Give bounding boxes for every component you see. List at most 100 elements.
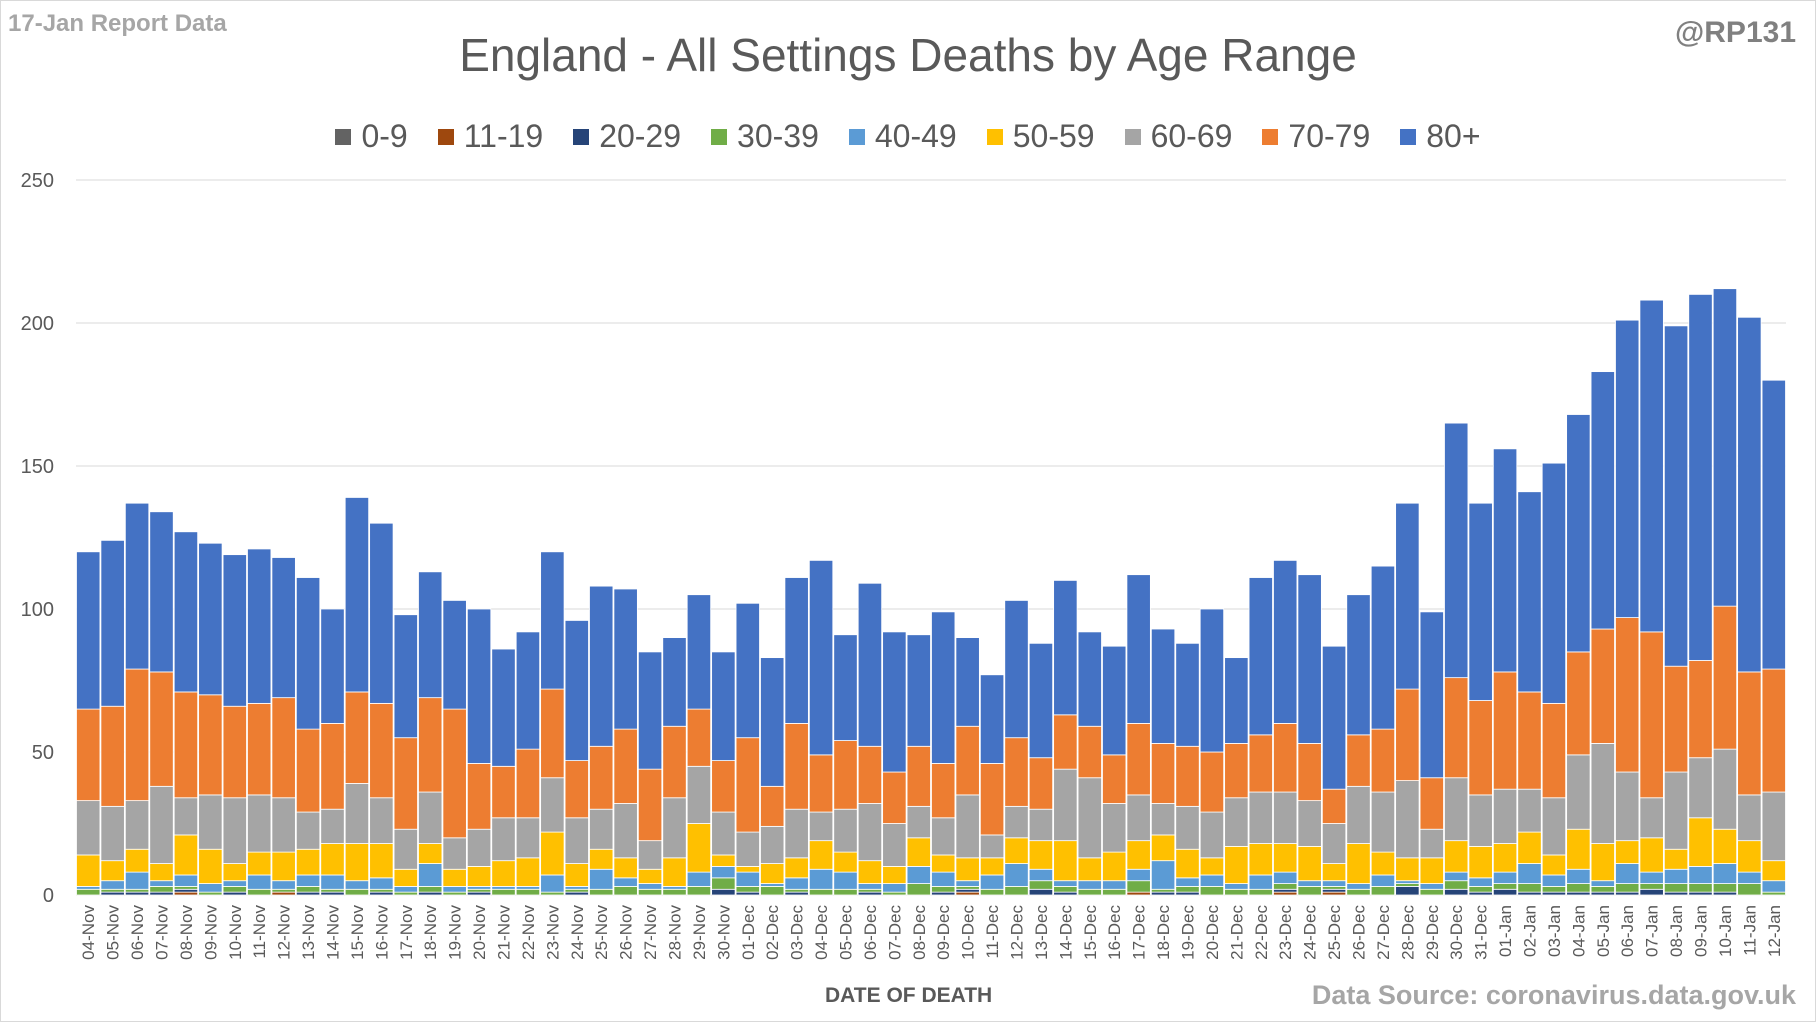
bar-segment [1395, 688, 1420, 782]
bar-segment [906, 634, 931, 747]
bar-segment [1297, 845, 1322, 882]
bar-segment [1028, 880, 1054, 890]
bar-segment [1615, 771, 1640, 842]
bar-segment [1028, 642, 1054, 759]
bar-segment [247, 548, 272, 704]
bar-segment [833, 634, 858, 741]
bar-segment [711, 866, 736, 879]
bar-segment [662, 886, 687, 890]
bar-segment [198, 891, 223, 896]
bar-segment [320, 891, 345, 896]
bar-segment [1541, 874, 1567, 887]
x-tick-label: 25-Dec [1325, 905, 1344, 960]
x-tick-label: 06-Jan [1618, 905, 1637, 957]
bar-segment [1639, 299, 1664, 633]
bar-segment [222, 891, 247, 896]
bar-segment [1273, 891, 1298, 896]
bar-segment [369, 522, 394, 704]
bar-segment [1712, 748, 1738, 830]
bar-segment [344, 497, 370, 693]
bar-segment [1004, 600, 1029, 739]
bar-segment [1370, 851, 1396, 876]
bar-segment [295, 848, 321, 876]
x-tick-label: 10-Jan [1716, 905, 1735, 957]
bar-segment [955, 794, 980, 859]
bar-segment [1321, 823, 1347, 864]
x-tick-label: 16-Dec [1105, 905, 1124, 960]
x-tick-label: 26-Nov [617, 905, 636, 960]
bar-segment [247, 794, 272, 853]
bar-segment [784, 888, 809, 893]
bar-segment [784, 877, 809, 890]
bar-segment [735, 891, 760, 896]
bar-segment [515, 886, 541, 890]
bar-segment [393, 614, 418, 739]
bar-segment [442, 837, 467, 870]
bar-segment [1126, 574, 1151, 724]
bar-segment [1688, 757, 1713, 819]
bar-segment [1321, 886, 1347, 890]
bar-segment [1077, 631, 1102, 727]
bar-segment [1615, 319, 1640, 618]
bar-segment [808, 868, 834, 890]
bar-segment [76, 800, 101, 856]
bar-segment [100, 805, 125, 862]
x-tick-label: 29-Dec [1423, 905, 1442, 960]
bar-segment [1541, 462, 1567, 704]
bar-segment [491, 765, 516, 819]
bar-segment [418, 791, 443, 844]
bar-segment [1492, 843, 1518, 873]
bar-segment [540, 551, 565, 690]
bar-segment [344, 880, 370, 890]
bar-segment [344, 783, 370, 844]
x-tick-label: 23-Nov [543, 905, 562, 960]
bar-segment [662, 725, 687, 799]
bar-segment [100, 888, 125, 893]
bar-segment [1077, 857, 1102, 882]
bar-segment [808, 888, 834, 896]
x-tick-label: 04-Jan [1569, 905, 1588, 957]
bar-segment [418, 863, 443, 887]
bar-segment [149, 880, 174, 887]
bar-segment [882, 866, 907, 884]
bar-segment [100, 891, 125, 896]
bar-segment [1175, 642, 1200, 747]
legend-label: 11-19 [463, 118, 544, 154]
x-tick-label: 12-Dec [1008, 905, 1027, 960]
bar-segment [466, 608, 492, 764]
bar-segment [1297, 574, 1322, 744]
bar-segment [906, 883, 931, 896]
bar-segment [711, 877, 736, 890]
bar-segment [613, 886, 638, 896]
bar-segment [491, 817, 516, 862]
bar-segment [1321, 788, 1347, 824]
bar-segment [686, 871, 712, 887]
bar-segment [1712, 883, 1738, 893]
bar-segment [1590, 743, 1615, 844]
bar-segment [833, 871, 858, 890]
x-tick-label: 10-Nov [226, 905, 245, 960]
x-tick-label: 03-Jan [1545, 905, 1564, 957]
bar-segment [320, 808, 345, 844]
bar-segment [271, 557, 296, 699]
bar-segment [1370, 791, 1396, 853]
bar-segment [857, 582, 883, 747]
bar-segment [100, 705, 125, 807]
x-tick-label: 28-Nov [666, 905, 685, 960]
bar-segment [564, 817, 589, 864]
bar-segment [320, 608, 345, 724]
bar-segment [686, 594, 712, 710]
bar-segment [540, 891, 565, 896]
bar-segment [662, 857, 687, 887]
bar-segment [735, 871, 760, 887]
bar-segment [1102, 851, 1127, 882]
bar-segment [540, 874, 565, 893]
bar-segment [589, 585, 614, 747]
bar-segment [564, 888, 589, 893]
bar-segment [124, 668, 150, 802]
bar-segment [466, 888, 492, 893]
bar-segment [344, 843, 370, 882]
bar-segment [1444, 677, 1469, 779]
x-tick-label: 27-Dec [1374, 905, 1393, 960]
bar-segment [124, 848, 150, 873]
